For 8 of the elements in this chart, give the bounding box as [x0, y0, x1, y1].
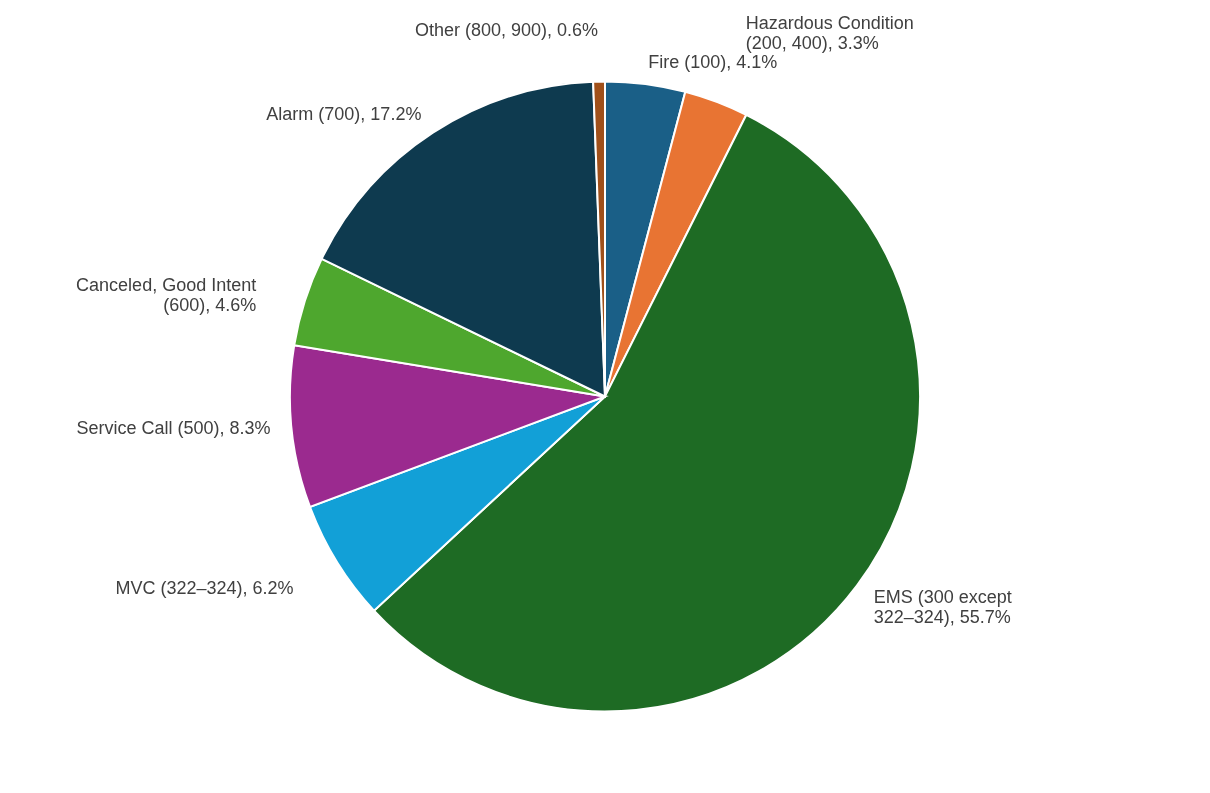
slice-label: Other (800, 900), 0.6%: [414, 19, 599, 40]
slice-label: MVC (322–324), 6.2%: [115, 577, 294, 598]
slice-label: Hazardous Condition (200, 400), 3.3%: [745, 13, 914, 54]
slice-label: Alarm (700), 17.2%: [266, 104, 422, 125]
slice-label: Canceled, Good Intent (600), 4.6%: [76, 274, 257, 315]
slice-label: Fire (100), 4.1%: [648, 52, 778, 73]
slice-label: Service Call (500), 8.3%: [76, 418, 271, 439]
slice-label: EMS (300 except 322–324), 55.7%: [873, 587, 1012, 628]
